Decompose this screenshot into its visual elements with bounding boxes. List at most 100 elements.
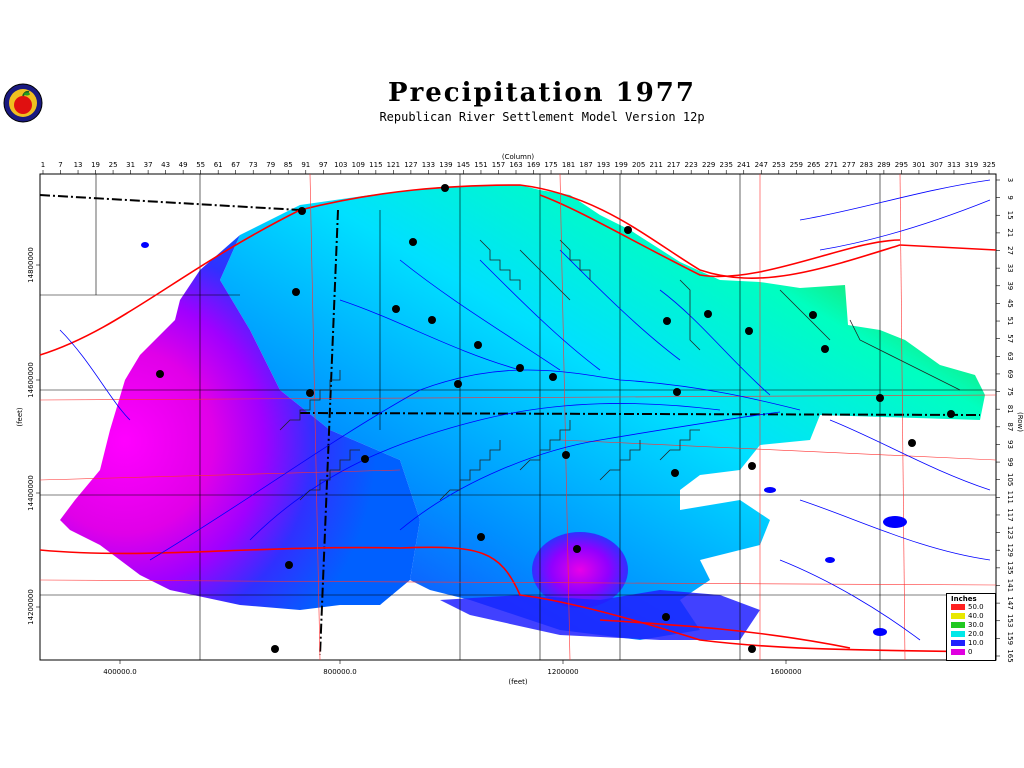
legend-item: 30.0 xyxy=(951,621,993,629)
column-tick-label: 247 xyxy=(755,161,768,169)
column-tick-label: 229 xyxy=(702,161,715,169)
y-tick-label: 14800000 xyxy=(27,247,35,283)
column-tick-label: 241 xyxy=(737,161,750,169)
legend-label: 30.0 xyxy=(968,621,984,629)
column-tick-label: 223 xyxy=(684,161,697,169)
station-point xyxy=(562,451,570,459)
legend-title: Inches xyxy=(951,595,977,603)
column-tick-label: 109 xyxy=(352,161,365,169)
station-point xyxy=(809,311,817,319)
row-tick-label: 27 xyxy=(1006,246,1014,255)
column-tick-label: 157 xyxy=(492,161,505,169)
station-point xyxy=(662,613,670,621)
column-tick-label: 73 xyxy=(249,161,258,169)
station-point xyxy=(947,410,955,418)
column-tick-label: 1 xyxy=(41,161,45,169)
x-axis-label: (feet) xyxy=(508,678,528,686)
station-point xyxy=(671,469,679,477)
legend-swatch xyxy=(951,613,965,619)
station-point xyxy=(441,184,449,192)
county-borders xyxy=(40,174,996,660)
column-tick-label: 43 xyxy=(161,161,170,169)
river-cells xyxy=(279,239,961,501)
precip-region-east xyxy=(220,185,985,640)
row-tick-label: 21 xyxy=(1006,228,1014,237)
column-tick-label: 25 xyxy=(109,161,118,169)
row-tick-label: 111 xyxy=(1006,491,1014,504)
legend-label: 40.0 xyxy=(968,612,984,620)
row-ticks: 3915212733394551576369758187939910511111… xyxy=(996,178,1014,663)
column-axis-label: (Column) xyxy=(502,153,535,161)
row-tick-label: 69 xyxy=(1006,369,1014,378)
column-tick-label: 49 xyxy=(179,161,188,169)
column-tick-label: 121 xyxy=(387,161,400,169)
legend-item: 40.0 xyxy=(951,612,993,620)
minor-roads xyxy=(39,173,997,661)
column-tick-label: 163 xyxy=(509,161,522,169)
station-point xyxy=(271,645,279,653)
station-point xyxy=(663,317,671,325)
station-point xyxy=(392,305,400,313)
station-point xyxy=(748,462,756,470)
column-tick-label: 205 xyxy=(632,161,645,169)
column-tick-label: 31 xyxy=(126,161,135,169)
row-tick-label: 15 xyxy=(1006,211,1014,220)
legend-item: 0 xyxy=(951,648,993,656)
column-tick-label: 235 xyxy=(720,161,733,169)
row-tick-label: 33 xyxy=(1006,264,1014,273)
station-point xyxy=(704,310,712,318)
apple-logo-icon xyxy=(3,83,43,123)
legend-swatch xyxy=(951,649,965,655)
row-tick-label: 147 xyxy=(1006,596,1014,609)
column-tick-label: 283 xyxy=(860,161,873,169)
row-tick-label: 39 xyxy=(1006,281,1014,290)
station-point xyxy=(821,345,829,353)
row-tick-label: 135 xyxy=(1006,561,1014,574)
row-tick-label: 141 xyxy=(1006,579,1014,592)
row-tick-label: 57 xyxy=(1006,334,1014,343)
legend-label: 20.0 xyxy=(968,630,984,638)
column-tick-label: 193 xyxy=(597,161,610,169)
column-tick-label: 325 xyxy=(982,161,995,169)
y-axis-label: (feet) xyxy=(16,407,24,427)
row-tick-label: 51 xyxy=(1006,317,1014,326)
column-tick-label: 19 xyxy=(91,161,100,169)
column-tick-label: 91 xyxy=(301,161,310,169)
x-ticks: 400000.0 800000.0 1200000 1600000 xyxy=(103,660,802,676)
station-point xyxy=(454,380,462,388)
precip-region-west xyxy=(60,235,420,610)
column-tick-label: 187 xyxy=(579,161,592,169)
station-point xyxy=(474,341,482,349)
legend-swatch xyxy=(951,604,965,610)
legend-swatch xyxy=(951,640,965,646)
x-tick-label: 1200000 xyxy=(547,668,578,676)
column-tick-label: 67 xyxy=(231,161,240,169)
row-tick-label: 159 xyxy=(1006,632,1014,645)
station-point xyxy=(516,364,524,372)
column-tick-label: 199 xyxy=(614,161,627,169)
column-tick-label: 133 xyxy=(422,161,435,169)
column-tick-label: 307 xyxy=(930,161,943,169)
station-point xyxy=(361,455,369,463)
station-point xyxy=(549,373,557,381)
column-tick-label: 145 xyxy=(457,161,470,169)
legend-swatch xyxy=(951,631,965,637)
station-point xyxy=(748,645,756,653)
row-tick-label: 123 xyxy=(1006,526,1014,539)
column-tick-label: 265 xyxy=(807,161,820,169)
row-tick-label: 81 xyxy=(1006,405,1014,414)
column-tick-label: 97 xyxy=(319,161,328,169)
column-ticks: 1 7 13 19 25 31 37 43 49 55 61 67 73 79 85 91 97 103 109 11… xyxy=(41,161,996,174)
column-tick-label: 211 xyxy=(649,161,662,169)
column-tick-label: 103 xyxy=(334,161,347,169)
column-tick-label: 313 xyxy=(947,161,960,169)
column-tick-label: 37 xyxy=(144,161,153,169)
column-tick-label: 169 xyxy=(527,161,540,169)
row-tick-label: 3 xyxy=(1006,178,1014,182)
column-tick-label: 139 xyxy=(439,161,452,169)
station-point xyxy=(673,388,681,396)
row-tick-label: 45 xyxy=(1006,299,1014,308)
legend-item: 10.0 xyxy=(951,639,993,647)
row-tick-label: 9 xyxy=(1006,195,1014,199)
column-tick-label: 127 xyxy=(404,161,417,169)
